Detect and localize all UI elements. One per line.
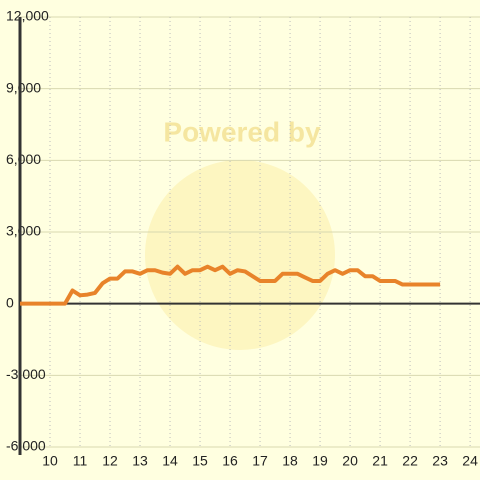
x-tick-label: 23 bbox=[432, 453, 448, 469]
y-tick-label: 6,000 bbox=[6, 151, 41, 167]
y-tick-label: -3,000 bbox=[6, 366, 46, 382]
x-tick-label: 15 bbox=[192, 453, 208, 469]
x-tick-label: 13 bbox=[132, 453, 148, 469]
watermark: Powered by bbox=[163, 116, 321, 147]
x-tick-label: 12 bbox=[102, 453, 118, 469]
y-tick-label: 0 bbox=[6, 294, 14, 310]
line-series bbox=[20, 264, 441, 306]
x-tick-label: 19 bbox=[312, 453, 328, 469]
y-tick-label: 12,000 bbox=[6, 8, 49, 24]
y-tick-label: 9,000 bbox=[6, 79, 41, 95]
y-tick-label: -6,000 bbox=[6, 438, 46, 454]
x-tick-label: 20 bbox=[342, 453, 358, 469]
watermark-logo bbox=[145, 160, 335, 350]
x-tick-label: 10 bbox=[42, 453, 58, 469]
x-tick-label: 14 bbox=[162, 453, 178, 469]
x-tick-label: 18 bbox=[282, 453, 298, 469]
y-tick-label: 3,000 bbox=[6, 223, 41, 239]
x-tick-label: 11 bbox=[73, 453, 88, 469]
x-tick-label: 22 bbox=[402, 453, 418, 469]
x-tick-label: 24 bbox=[462, 453, 478, 469]
x-tick-label: 16 bbox=[222, 453, 238, 469]
x-tick-label: 17 bbox=[252, 453, 268, 469]
x-tick-label: 21 bbox=[372, 453, 388, 469]
